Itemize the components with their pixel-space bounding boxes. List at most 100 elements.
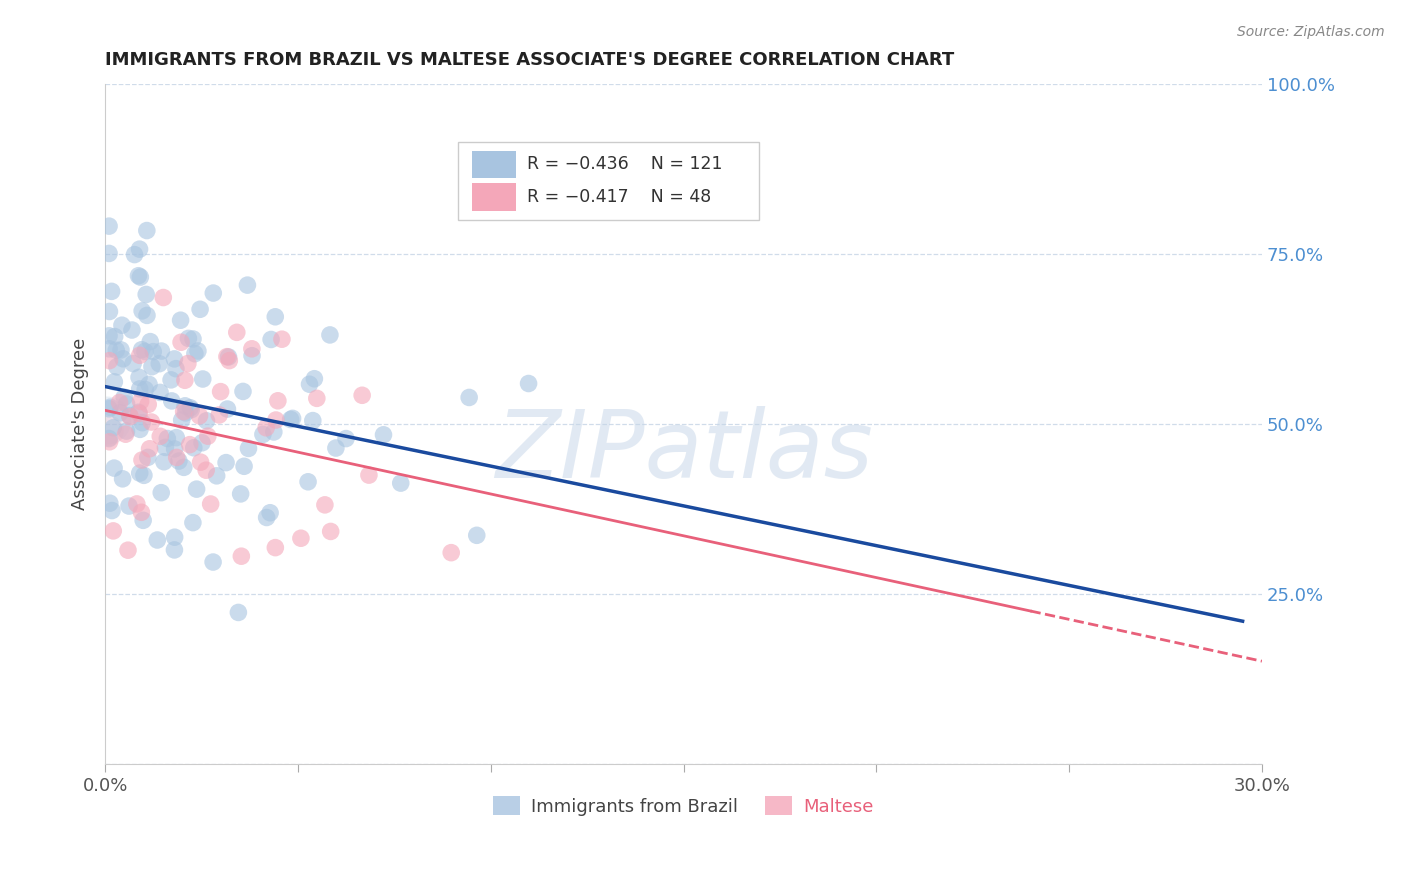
Point	[149, 385, 172, 400]
Point	[111, 318, 134, 333]
Point	[264, 541, 287, 555]
Point	[149, 429, 172, 443]
Point	[141, 359, 163, 374]
Point	[264, 413, 287, 427]
Point	[165, 361, 187, 376]
Point	[128, 466, 150, 480]
Legend: Immigrants from Brazil, Maltese: Immigrants from Brazil, Maltese	[486, 789, 882, 822]
Point	[335, 432, 357, 446]
Point	[259, 506, 281, 520]
Point	[98, 219, 121, 234]
Point	[156, 432, 179, 446]
Point	[179, 401, 201, 415]
FancyBboxPatch shape	[458, 142, 759, 220]
Point	[191, 372, 214, 386]
Point	[98, 353, 121, 368]
Point	[297, 475, 319, 489]
Point	[132, 513, 155, 527]
Point	[290, 531, 312, 545]
Point	[240, 349, 263, 363]
Point	[98, 496, 121, 510]
Point	[141, 415, 163, 429]
Point	[115, 397, 138, 411]
Point	[319, 524, 342, 539]
Point	[191, 435, 214, 450]
Point	[110, 343, 132, 357]
Text: R = −0.417    N = 48: R = −0.417 N = 48	[527, 188, 711, 206]
Point	[122, 357, 145, 371]
Point	[131, 343, 153, 357]
Point	[124, 247, 146, 261]
Point	[298, 377, 321, 392]
Point	[98, 304, 121, 318]
Point	[129, 394, 152, 409]
Point	[98, 328, 121, 343]
Text: ZIPatlas: ZIPatlas	[495, 406, 873, 497]
Point	[103, 375, 125, 389]
Point	[127, 268, 149, 283]
Point	[139, 334, 162, 349]
Point	[373, 427, 395, 442]
Point	[163, 442, 186, 456]
Point	[170, 413, 193, 427]
Point	[103, 524, 125, 538]
Point	[280, 412, 302, 426]
Point	[97, 424, 120, 438]
Point	[160, 393, 183, 408]
Point	[163, 530, 186, 544]
Point	[180, 402, 202, 417]
Point	[169, 313, 191, 327]
Point	[271, 332, 294, 346]
Point	[98, 401, 121, 415]
Point	[218, 350, 240, 364]
Point	[101, 503, 124, 517]
Point	[215, 350, 238, 364]
Point	[256, 510, 278, 524]
Text: IMMIGRANTS FROM BRAZIL VS MALTESE ASSOCIATE'S DEGREE CORRELATION CHART: IMMIGRANTS FROM BRAZIL VS MALTESE ASSOCI…	[105, 51, 955, 69]
Point	[104, 329, 127, 343]
Point	[264, 310, 287, 324]
Point	[103, 461, 125, 475]
Point	[131, 453, 153, 467]
Point	[440, 546, 463, 560]
Point	[134, 344, 156, 359]
Point	[134, 383, 156, 397]
Point	[131, 303, 153, 318]
Point	[138, 377, 160, 392]
Point	[165, 431, 187, 445]
Point	[209, 384, 232, 399]
Point	[166, 450, 188, 465]
Point	[195, 463, 218, 477]
Point	[173, 404, 195, 418]
Point	[136, 309, 159, 323]
Point	[208, 408, 231, 422]
Point	[155, 441, 177, 455]
Point	[118, 499, 141, 513]
Point	[173, 460, 195, 475]
Point	[148, 357, 170, 371]
Point	[281, 411, 304, 425]
Point	[108, 395, 131, 409]
Point	[150, 344, 173, 359]
Point	[150, 485, 173, 500]
Point	[117, 543, 139, 558]
Point	[98, 434, 121, 449]
Text: Source: ZipAtlas.com: Source: ZipAtlas.com	[1237, 25, 1385, 39]
Point	[96, 413, 118, 427]
Point	[200, 497, 222, 511]
Point	[238, 442, 260, 456]
Point	[128, 405, 150, 419]
Point	[177, 357, 200, 371]
Point	[357, 468, 380, 483]
Point	[179, 437, 201, 451]
Point	[225, 326, 247, 340]
Point	[202, 286, 225, 301]
Point	[132, 468, 155, 483]
Point	[181, 332, 204, 346]
Point	[325, 441, 347, 455]
Point	[352, 388, 374, 402]
Point	[188, 409, 211, 423]
Point	[301, 414, 323, 428]
Point	[170, 335, 193, 350]
Point	[153, 455, 176, 469]
